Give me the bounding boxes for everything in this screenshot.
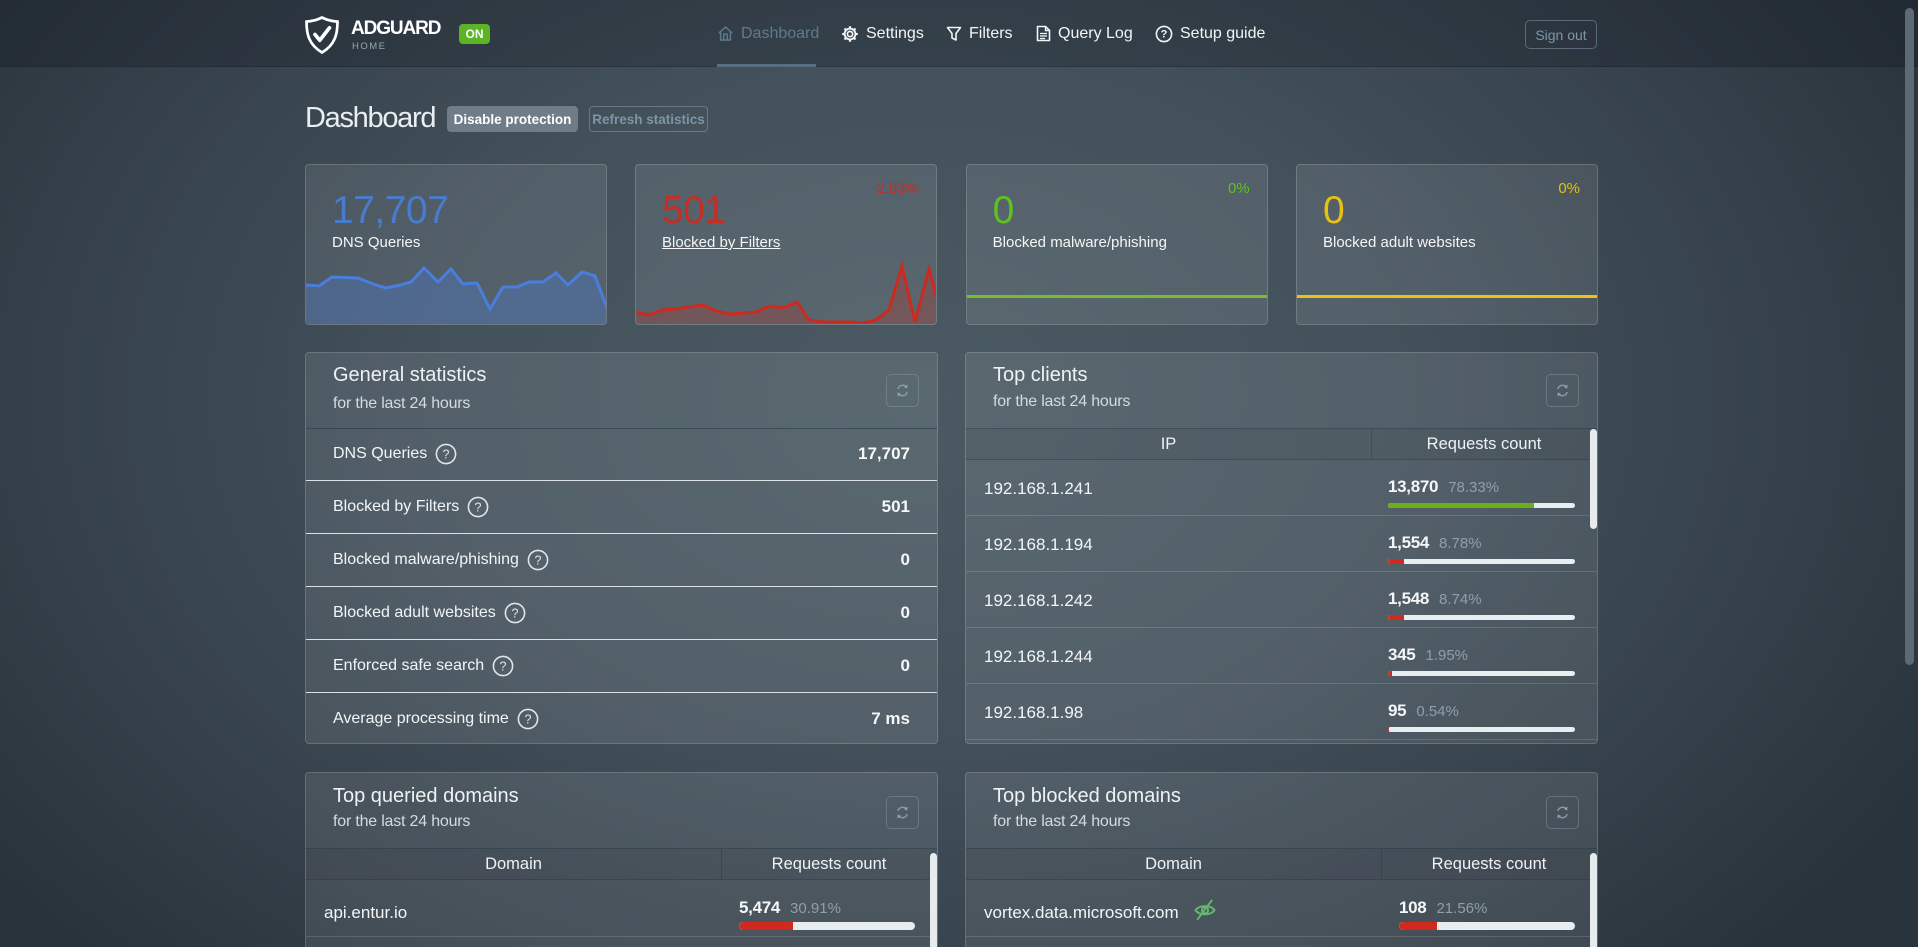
svg-text:?: ? — [524, 712, 531, 726]
svg-text:?: ? — [534, 553, 541, 567]
svg-text:?: ? — [475, 500, 482, 514]
svg-text:?: ? — [511, 606, 518, 620]
svg-text:?: ? — [500, 659, 507, 673]
svg-text:?: ? — [1161, 28, 1168, 40]
svg-text:?: ? — [443, 447, 450, 461]
